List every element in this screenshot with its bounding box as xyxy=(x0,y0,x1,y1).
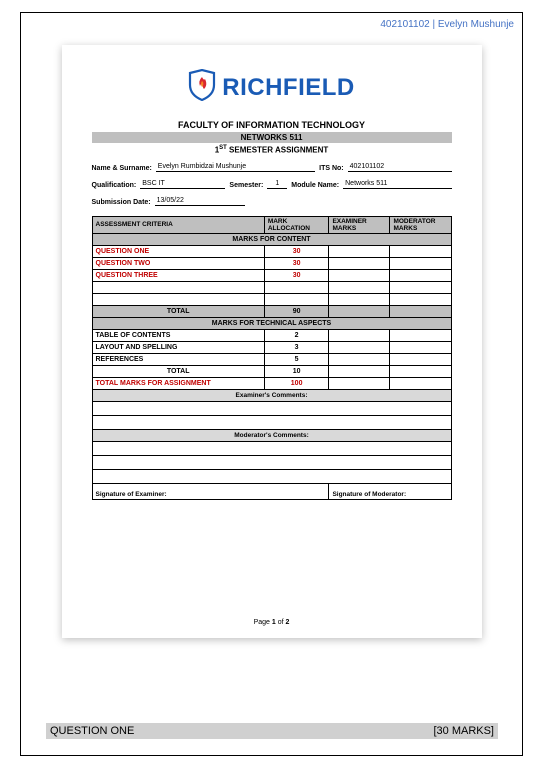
table-row: QUESTION ONE 30 xyxy=(92,245,451,257)
toc-mark: 2 xyxy=(264,329,329,341)
page-pre: Page xyxy=(254,619,272,626)
layout-mark: 3 xyxy=(264,341,329,353)
col-moderator: MODERATOR MARKS xyxy=(390,216,451,233)
qual-value: BSC IT xyxy=(140,180,225,189)
tech-total-label: TOTAL xyxy=(92,365,264,377)
marks-content-header: MARKS FOR CONTENT xyxy=(92,233,451,245)
shield-icon xyxy=(188,69,216,106)
table-row: TABLE OF CONTENTS 2 xyxy=(92,329,451,341)
name-label: Name & Surname: xyxy=(92,165,152,172)
faculty-title: FACULTY OF INFORMATION TECHNOLOGY xyxy=(92,120,452,130)
document-page: RICHFIELD FACULTY OF INFORMATION TECHNOL… xyxy=(62,45,482,638)
grand-mark: 100 xyxy=(264,377,329,389)
moderator-comments-header: Moderator's Comments: xyxy=(92,429,451,441)
col-examiner: EXAMINER MARKS xyxy=(329,216,390,233)
q3-label: QUESTION THREE xyxy=(92,269,264,281)
grand-label: TOTAL MARKS FOR ASSIGNMENT xyxy=(92,377,264,389)
qual-label: Qualification: xyxy=(92,182,137,189)
table-row: REFERENCES 5 xyxy=(92,353,451,365)
its-value: 402101102 xyxy=(348,163,452,172)
table-row: TOTAL 10 xyxy=(92,365,451,377)
table-row xyxy=(92,293,451,305)
examiner-comments-header: Examiner's Comments: xyxy=(92,389,451,401)
subdate-value: 13/05/22 xyxy=(155,197,245,206)
table-row xyxy=(92,441,451,455)
table-row xyxy=(92,281,451,293)
total-content: 90 xyxy=(264,305,329,317)
logo-text: RICHFIELD xyxy=(222,74,355,102)
table-row: LAYOUT AND SPELLING 3 xyxy=(92,341,451,353)
tech-total-mark: 10 xyxy=(264,365,329,377)
header-id-line: 402101102 | Evelyn Mushunje xyxy=(380,19,514,30)
q1-label: QUESTION ONE xyxy=(92,245,264,257)
toc-label: TABLE OF CONTENTS xyxy=(92,329,264,341)
ref-mark: 5 xyxy=(264,353,329,365)
table-row: QUESTION TWO 30 xyxy=(92,257,451,269)
sig-examiner: Signature of Examiner: xyxy=(92,483,329,499)
table-row xyxy=(92,455,451,469)
its-label: ITS No: xyxy=(319,165,344,172)
q3-mark: 30 xyxy=(264,269,329,281)
sig-moderator: Signature of Moderator: xyxy=(329,483,451,499)
name-value: Evelyn Rumbidzai Mushunje xyxy=(156,163,315,172)
mod-label: Module Name: xyxy=(291,182,339,189)
page-number: Page 1 of 2 xyxy=(62,619,482,626)
semester-title: 1ST SEMESTER ASSIGNMENT xyxy=(92,145,452,155)
table-row xyxy=(92,415,451,429)
table-row: QUESTION THREE 30 xyxy=(92,269,451,281)
layout-label: LAYOUT AND SPELLING xyxy=(92,341,264,353)
col-criteria: ASSESSMENT CRITERIA xyxy=(92,216,264,233)
mod-value: Networks 511 xyxy=(343,180,451,189)
sem-label: Semester: xyxy=(229,182,263,189)
q1-mark: 30 xyxy=(264,245,329,257)
table-row xyxy=(92,469,451,483)
info-section: Name & Surname: Evelyn Rumbidzai Mushunj… xyxy=(92,163,452,206)
table-row xyxy=(92,401,451,415)
tech-header: MARKS FOR TECHNICAL ASPECTS xyxy=(92,317,451,329)
total-label: TOTAL xyxy=(92,305,264,317)
subdate-label: Submission Date: xyxy=(92,199,151,206)
q2-mark: 30 xyxy=(264,257,329,269)
table-row: TOTAL MARKS FOR ASSIGNMENT 100 xyxy=(92,377,451,389)
sem-value: 1 xyxy=(267,180,287,189)
assessment-table: ASSESSMENT CRITERIA MARK ALLOCATION EXAM… xyxy=(92,216,452,500)
col-alloc: MARK ALLOCATION xyxy=(264,216,329,233)
outer-frame: 402101102 | Evelyn Mushunje RICHFIELD FA… xyxy=(20,12,523,756)
question-bar-left: QUESTION ONE xyxy=(50,725,134,737)
semester-post: SEMESTER ASSIGNMENT xyxy=(227,146,329,155)
question-bar-right: [30 MARKS] xyxy=(433,725,494,737)
ref-label: REFERENCES xyxy=(92,353,264,365)
module-banner: NETWORKS 511 xyxy=(92,132,452,143)
page-mid: of xyxy=(276,619,286,626)
q2-label: QUESTION TWO xyxy=(92,257,264,269)
question-bar: QUESTION ONE [30 MARKS] xyxy=(46,723,498,739)
page-total: 2 xyxy=(286,619,290,626)
logo-row: RICHFIELD xyxy=(92,69,452,106)
